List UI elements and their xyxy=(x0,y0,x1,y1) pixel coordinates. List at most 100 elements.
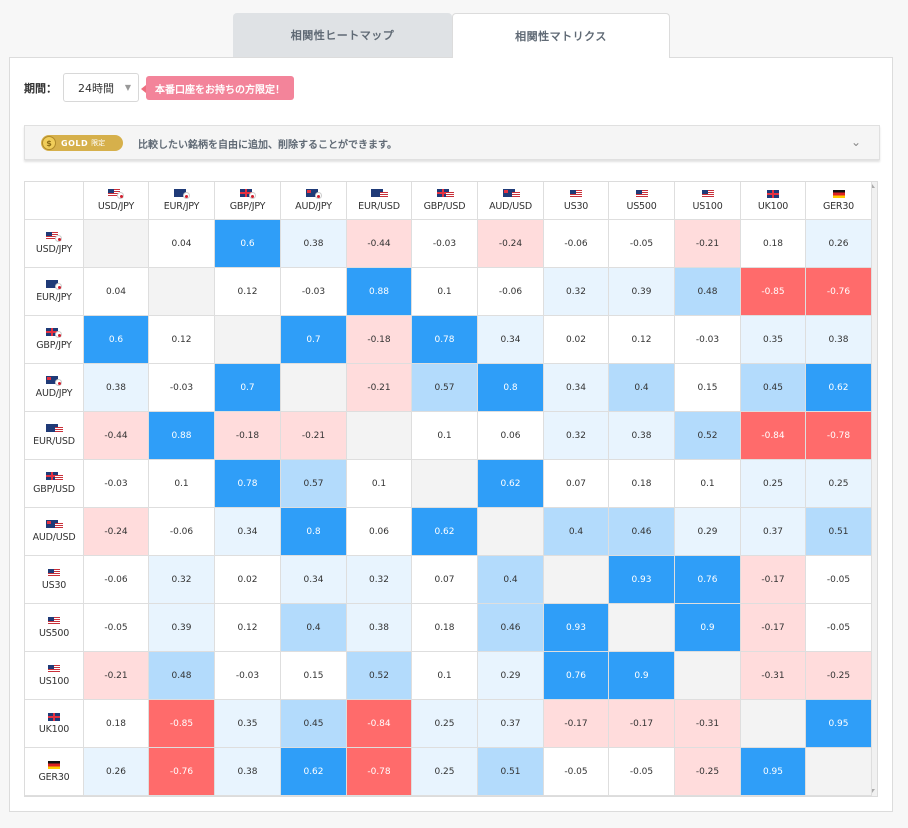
matrix-cell-value: 0.35 xyxy=(762,334,784,345)
matrix-cell-value: 0.46 xyxy=(500,622,521,633)
column-header-label: US30 xyxy=(563,200,589,212)
matrix-cell-value: 0.62 xyxy=(434,526,455,537)
matrix-cell: 0.38 xyxy=(84,364,149,412)
matrix-cell: 0.45 xyxy=(281,700,347,748)
matrix-cell-value: -0.24 xyxy=(104,526,128,537)
matrix-cell-value: 0.4 xyxy=(503,574,518,585)
matrix-cell: -0.18 xyxy=(215,412,281,460)
matrix-cell: 0.4 xyxy=(609,364,675,412)
matrix-cell-value: -0.31 xyxy=(761,670,785,681)
matrix-cell-value: -0.76 xyxy=(169,766,194,777)
column-header-label: EUR/USD xyxy=(358,201,400,212)
matrix-cell-value: 0.7 xyxy=(240,382,255,393)
matrix-cell-value: 0.52 xyxy=(697,430,718,441)
matrix-cell-value: 0.88 xyxy=(171,430,192,441)
scroll-up-icon[interactable] xyxy=(869,184,875,188)
matrix-cell-value: 0.25 xyxy=(434,766,455,777)
matrix-cell: 0.57 xyxy=(412,364,478,412)
chevron-down-icon[interactable]: ⌄ xyxy=(850,135,861,149)
promo-badge: 本番口座をお持ちの方限定！ xyxy=(146,76,294,100)
eurusd-flag-icon xyxy=(46,424,63,433)
matrix-cell-value: -0.17 xyxy=(761,622,785,633)
matrix-cell: 0.1 xyxy=(412,412,478,460)
column-header: AUD/JPY xyxy=(281,182,347,220)
matrix-cell: 0.52 xyxy=(675,412,741,460)
matrix-cell: -0.21 xyxy=(347,364,412,412)
matrix-cell: 0.1 xyxy=(675,460,741,508)
matrix-cell-value: -0.21 xyxy=(695,238,720,249)
matrix-cell: 0.46 xyxy=(609,508,675,556)
matrix-cell: 0.6 xyxy=(215,220,281,268)
column-header-label: AUD/JPY xyxy=(295,201,332,212)
row-header: US30 xyxy=(25,556,84,604)
matrix-cell: 0.46 xyxy=(478,604,544,652)
column-header: USD/JPY xyxy=(84,182,149,220)
matrix-cell: 0.06 xyxy=(478,412,544,460)
tab-heatmap[interactable]: 相関性ヒートマップ xyxy=(233,13,452,57)
row-header: AUD/JPY xyxy=(25,364,84,412)
matrix-cell-value: -0.18 xyxy=(367,334,391,345)
matrix-cell: 0.15 xyxy=(281,652,347,700)
matrix-cell: 0.62 xyxy=(412,508,478,556)
matrix-cell: 0.32 xyxy=(544,412,609,460)
matrix-cell-value: 0.32 xyxy=(368,574,390,585)
matrix-cell: 0.57 xyxy=(281,460,347,508)
matrix-cell: 0.29 xyxy=(675,508,741,556)
row-header: UK100 xyxy=(25,700,84,748)
matrix-cell-value: 0.1 xyxy=(174,478,189,489)
period-select[interactable]: 24時間 ▼ xyxy=(63,73,139,102)
gold-feature-bar[interactable]: $ GOLD 限定 比較したい銘柄を自由に追加、削除することができます。 ⌄ xyxy=(24,125,880,160)
us-flag-icon xyxy=(570,189,582,198)
row-header-label: EUR/JPY xyxy=(36,292,72,303)
row-header: US100 xyxy=(25,652,84,700)
matrix-cell: 0.76 xyxy=(675,556,741,604)
column-header: US500 xyxy=(609,182,675,220)
matrix-cell: 0.07 xyxy=(412,556,478,604)
matrix-cell-value: -0.44 xyxy=(367,238,391,249)
matrix-cell: 0.37 xyxy=(478,700,544,748)
matrix-cell: -0.03 xyxy=(281,268,347,316)
matrix-cell-value: -0.03 xyxy=(104,478,128,489)
matrix-cell: 0.6 xyxy=(84,316,149,364)
matrix-cell-value: 0.04 xyxy=(171,238,192,249)
matrix-cell-value: 0.07 xyxy=(565,478,587,489)
gold-badge-text: GOLD xyxy=(61,138,89,148)
matrix-cell-value: -0.06 xyxy=(104,574,128,585)
matrix-cell xyxy=(281,364,347,412)
matrix-cell-value: 0.38 xyxy=(368,622,390,633)
row-header: AUD/USD xyxy=(25,508,84,556)
matrix-cell: 0.1 xyxy=(149,460,215,508)
matrix-cell-value: 0.38 xyxy=(303,238,324,249)
matrix-cell-value: -0.85 xyxy=(761,286,785,297)
row-header-label: UK100 xyxy=(38,723,70,735)
matrix-cell-value: 0.39 xyxy=(631,286,652,297)
matrix-cell-value: 0.9 xyxy=(634,670,649,681)
row-header-label: GER30 xyxy=(38,771,70,783)
matrix-cell-value: 0.34 xyxy=(237,526,258,537)
matrix-cell: 0.7 xyxy=(281,316,347,364)
matrix-cell: 0.12 xyxy=(215,268,281,316)
matrix-cell: 0.4 xyxy=(544,508,609,556)
tab-matrix[interactable]: 相関性マトリクス xyxy=(452,13,670,58)
matrix-cell: 0.32 xyxy=(544,268,609,316)
matrix-cell-value: 0.25 xyxy=(828,478,849,489)
matrix-cell: -0.05 xyxy=(609,220,675,268)
matrix-cell-value: 0.62 xyxy=(500,478,521,489)
matrix-cell: 0.95 xyxy=(741,748,806,796)
us-flag-icon xyxy=(48,616,60,625)
audusd-flag-icon xyxy=(502,189,520,198)
period-select-value: 24時間 xyxy=(78,81,114,95)
matrix-cell: -0.78 xyxy=(347,748,412,796)
row-header-label: GBP/USD xyxy=(33,484,75,495)
scroll-down-icon[interactable] xyxy=(869,789,875,793)
matrix-cell: 0.32 xyxy=(149,556,215,604)
tab-heatmap-label: 相関性ヒートマップ xyxy=(290,29,395,42)
matrix-cell: 0.18 xyxy=(741,220,806,268)
matrix-cell-value: 0.39 xyxy=(171,622,192,633)
column-header: EUR/USD xyxy=(347,182,412,220)
column-header: EUR/JPY xyxy=(149,182,215,220)
matrix-cell-value: 0.45 xyxy=(303,718,324,729)
matrix-cell-value: 0.1 xyxy=(700,478,715,489)
matrix-cell-value: -0.78 xyxy=(826,430,851,441)
matrix-cell-value: -0.44 xyxy=(104,430,128,441)
